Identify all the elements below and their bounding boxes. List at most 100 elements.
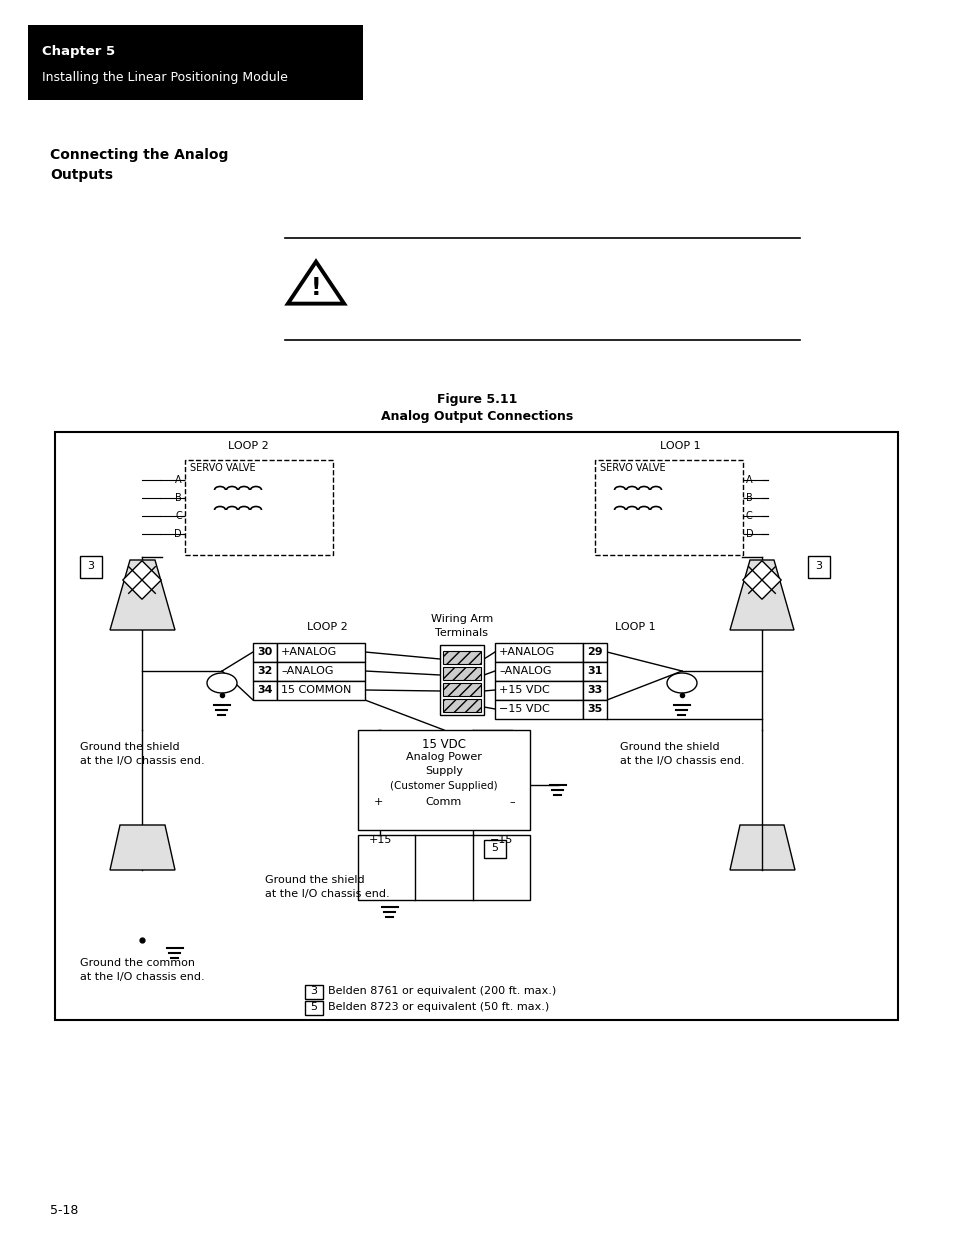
Text: Supply: Supply	[424, 766, 462, 776]
FancyBboxPatch shape	[442, 651, 480, 664]
Text: Terminals: Terminals	[435, 629, 488, 638]
Polygon shape	[110, 559, 174, 630]
FancyBboxPatch shape	[495, 700, 582, 719]
Text: +15 VDC: +15 VDC	[498, 685, 549, 695]
FancyBboxPatch shape	[582, 700, 606, 719]
Text: !: !	[311, 275, 321, 300]
Text: 5: 5	[310, 1002, 317, 1011]
Text: LOOP 2: LOOP 2	[306, 622, 347, 632]
Text: 34: 34	[257, 685, 273, 695]
Text: SERVO VALVE: SERVO VALVE	[190, 463, 255, 473]
FancyBboxPatch shape	[495, 662, 582, 680]
Text: D: D	[745, 529, 753, 538]
Polygon shape	[110, 825, 174, 869]
Polygon shape	[729, 559, 793, 630]
FancyBboxPatch shape	[357, 835, 530, 900]
Text: +15: +15	[368, 835, 392, 845]
Text: A: A	[745, 475, 752, 485]
Text: 31: 31	[587, 666, 602, 676]
Text: +: +	[373, 797, 382, 806]
Text: Ground the shield: Ground the shield	[80, 742, 179, 752]
FancyBboxPatch shape	[357, 730, 530, 830]
Text: Connecting the Analog: Connecting the Analog	[50, 148, 228, 162]
Text: –ANALOG: –ANALOG	[498, 666, 551, 676]
FancyBboxPatch shape	[276, 643, 365, 662]
Text: Analog Output Connections: Analog Output Connections	[380, 410, 573, 424]
FancyBboxPatch shape	[495, 680, 582, 700]
Text: D: D	[174, 529, 182, 538]
Text: 15 COMMON: 15 COMMON	[281, 685, 351, 695]
Text: Outputs: Outputs	[50, 168, 112, 182]
FancyBboxPatch shape	[442, 683, 480, 697]
FancyBboxPatch shape	[595, 459, 742, 555]
FancyBboxPatch shape	[442, 667, 480, 680]
Text: Belden 8723 or equivalent (50 ft. max.): Belden 8723 or equivalent (50 ft. max.)	[328, 1002, 549, 1011]
FancyBboxPatch shape	[253, 662, 276, 680]
FancyBboxPatch shape	[582, 643, 606, 662]
Text: Wiring Arm: Wiring Arm	[431, 614, 493, 624]
Text: 3: 3	[815, 561, 821, 571]
Text: 30: 30	[257, 647, 273, 657]
Text: (Customer Supplied): (Customer Supplied)	[390, 781, 497, 790]
Text: –ANALOG: –ANALOG	[281, 666, 334, 676]
FancyBboxPatch shape	[305, 1002, 323, 1015]
Text: 3: 3	[310, 986, 317, 995]
FancyBboxPatch shape	[253, 680, 276, 700]
Text: Ground the common: Ground the common	[80, 958, 194, 968]
Text: B: B	[745, 493, 752, 503]
Text: Belden 8761 or equivalent (200 ft. max.): Belden 8761 or equivalent (200 ft. max.)	[328, 986, 556, 995]
Text: C: C	[175, 511, 182, 521]
FancyBboxPatch shape	[253, 643, 276, 662]
FancyBboxPatch shape	[439, 645, 483, 715]
FancyBboxPatch shape	[582, 680, 606, 700]
Text: LOOP 2: LOOP 2	[228, 441, 268, 451]
Text: 32: 32	[257, 666, 273, 676]
Text: −15: −15	[490, 835, 513, 845]
Text: at the I/O chassis end.: at the I/O chassis end.	[619, 756, 744, 766]
Text: 29: 29	[587, 647, 602, 657]
Text: +ANALOG: +ANALOG	[498, 647, 555, 657]
FancyBboxPatch shape	[582, 662, 606, 680]
FancyBboxPatch shape	[495, 643, 582, 662]
Text: SERVO VALVE: SERVO VALVE	[599, 463, 665, 473]
Ellipse shape	[207, 673, 236, 693]
FancyBboxPatch shape	[807, 556, 829, 578]
Polygon shape	[288, 262, 344, 304]
FancyBboxPatch shape	[55, 432, 897, 1020]
Text: 35: 35	[587, 704, 602, 714]
Text: 5: 5	[491, 844, 498, 853]
Text: Ground the shield: Ground the shield	[265, 876, 364, 885]
Text: at the I/O chassis end.: at the I/O chassis end.	[80, 756, 204, 766]
Text: 3: 3	[88, 561, 94, 571]
Text: LOOP 1: LOOP 1	[659, 441, 700, 451]
Text: Chapter 5: Chapter 5	[42, 46, 115, 58]
Polygon shape	[729, 825, 794, 869]
Text: +ANALOG: +ANALOG	[281, 647, 337, 657]
FancyBboxPatch shape	[442, 699, 480, 713]
Text: Installing the Linear Positioning Module: Installing the Linear Positioning Module	[42, 70, 288, 84]
FancyBboxPatch shape	[305, 986, 323, 999]
FancyBboxPatch shape	[185, 459, 333, 555]
Text: C: C	[745, 511, 752, 521]
Polygon shape	[742, 561, 781, 599]
Text: at the I/O chassis end.: at the I/O chassis end.	[80, 972, 204, 982]
FancyBboxPatch shape	[80, 556, 102, 578]
Ellipse shape	[666, 673, 697, 693]
FancyBboxPatch shape	[28, 25, 363, 100]
Polygon shape	[123, 561, 161, 599]
Text: –: –	[509, 797, 515, 806]
Text: 33: 33	[587, 685, 602, 695]
Text: Analog Power: Analog Power	[406, 752, 481, 762]
FancyBboxPatch shape	[276, 680, 365, 700]
FancyBboxPatch shape	[483, 840, 505, 858]
Text: 5-18: 5-18	[50, 1203, 78, 1216]
Text: A: A	[175, 475, 182, 485]
Text: Comm: Comm	[425, 797, 461, 806]
FancyBboxPatch shape	[276, 662, 365, 680]
Text: Figure 5.11: Figure 5.11	[436, 393, 517, 406]
Text: at the I/O chassis end.: at the I/O chassis end.	[265, 889, 389, 899]
Text: Ground the shield: Ground the shield	[619, 742, 719, 752]
Text: B: B	[175, 493, 182, 503]
Text: −15 VDC: −15 VDC	[498, 704, 549, 714]
Text: LOOP 1: LOOP 1	[614, 622, 655, 632]
